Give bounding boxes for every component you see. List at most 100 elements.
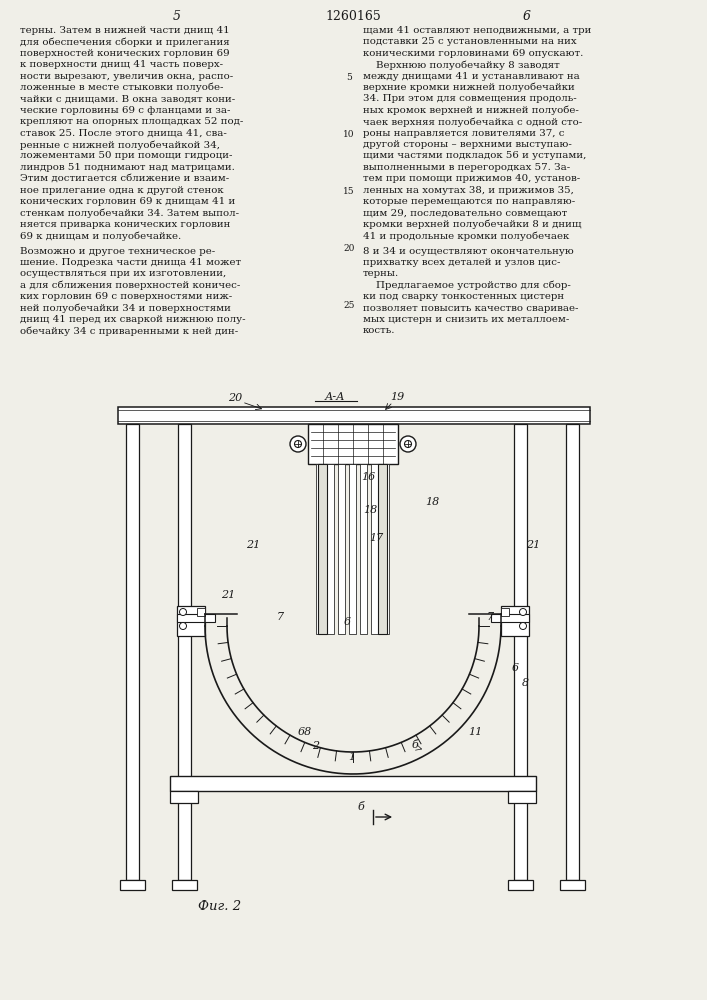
Text: ленных на хомутах 38, и прижимов 35,: ленных на хомутах 38, и прижимов 35, — [363, 186, 574, 195]
Text: 6: 6 — [344, 617, 351, 627]
Text: позволяет повысить качество сваривае-: позволяет повысить качество сваривае- — [363, 304, 578, 313]
Text: 8 и 34 и осуществляют окончательную: 8 и 34 и осуществляют окончательную — [363, 247, 574, 256]
Bar — [378, 464, 387, 634]
Bar — [361, 464, 368, 634]
Text: 17: 17 — [369, 533, 383, 543]
Text: Фиг. 2: Фиг. 2 — [199, 900, 242, 913]
Text: роны направляется ловителями 37, с: роны направляется ловителями 37, с — [363, 129, 564, 138]
Text: А-А: А-А — [325, 392, 345, 402]
Text: 69 к днищам и полуобечайке.: 69 к днищам и полуобечайке. — [20, 231, 181, 241]
Text: 18: 18 — [425, 497, 439, 507]
Bar — [371, 464, 378, 634]
Text: 20: 20 — [344, 244, 355, 253]
Text: ки под сварку тонкостенных цистерн: ки под сварку тонкостенных цистерн — [363, 292, 564, 301]
Text: 5: 5 — [173, 10, 181, 23]
Circle shape — [295, 440, 301, 448]
Circle shape — [180, 622, 187, 630]
Text: чайки с днищами. В окна заводят кони-: чайки с днищами. В окна заводят кони- — [20, 94, 235, 103]
Text: 34. При этом для совмещения продоль-: 34. При этом для совмещения продоль- — [363, 94, 577, 103]
Text: которые перемещаются по направляю-: которые перемещаются по направляю- — [363, 197, 575, 206]
Text: 8: 8 — [522, 678, 529, 688]
Circle shape — [290, 436, 306, 452]
Text: терны.: терны. — [363, 269, 399, 278]
Text: шение. Подрезка части днища 41 может: шение. Подрезка части днища 41 может — [20, 258, 241, 267]
Text: ческие горловины 69 с фланцами и за-: ческие горловины 69 с фланцами и за- — [20, 106, 230, 115]
Text: Предлагаемое устройство для сбор-: Предлагаемое устройство для сбор- — [363, 281, 571, 290]
Text: крепляют на опорных площадках 52 под-: крепляют на опорных площадках 52 под- — [20, 117, 243, 126]
Text: 21: 21 — [221, 590, 235, 600]
Text: 1: 1 — [349, 752, 356, 762]
Circle shape — [400, 436, 416, 452]
Text: щами 41 оставляют неподвижными, а три: щами 41 оставляют неподвижными, а три — [363, 26, 591, 35]
Bar — [177, 614, 215, 622]
Text: 41 и продольные кромки полуобечаек: 41 и продольные кромки полуобечаек — [363, 231, 569, 241]
Text: днищ 41 перед их сваркой нижнюю полу-: днищ 41 перед их сваркой нижнюю полу- — [20, 315, 245, 324]
Bar — [118, 407, 590, 424]
Text: 20: 20 — [228, 393, 242, 403]
Text: 7: 7 — [276, 612, 284, 622]
Bar — [561, 880, 585, 890]
Text: щим 29, последовательно совмещают: щим 29, последовательно совмещают — [363, 208, 567, 217]
Text: между днищами 41 и устанавливают на: между днищами 41 и устанавливают на — [363, 72, 580, 81]
Text: кромки верхней полуобечайки 8 и днищ: кромки верхней полуобечайки 8 и днищ — [363, 220, 581, 229]
Bar — [382, 464, 390, 634]
Text: 16: 16 — [361, 472, 375, 482]
Text: 25: 25 — [344, 301, 355, 310]
Text: ложементами 50 при помощи гидроци-: ложементами 50 при помощи гидроци- — [20, 151, 233, 160]
Text: ложенные в месте стыковки полуобе-: ложенные в месте стыковки полуобе- — [20, 83, 223, 93]
Text: 5: 5 — [346, 73, 352, 82]
Bar — [197, 608, 205, 616]
Text: стенкам полуобечайки 34. Затем выпол-: стенкам полуобечайки 34. Затем выпол- — [20, 208, 239, 218]
Text: обечайку 34 с приваренными к ней дин-: обечайку 34 с приваренными к ней дин- — [20, 326, 238, 336]
Bar — [177, 606, 205, 636]
Text: 21: 21 — [526, 540, 540, 550]
Circle shape — [520, 608, 527, 615]
Text: тем при помощи прижимов 40, установ-: тем при помощи прижимов 40, установ- — [363, 174, 580, 183]
Bar — [318, 464, 327, 634]
Text: конических горловин 69 к днищам 41 и: конических горловин 69 к днищам 41 и — [20, 197, 235, 206]
Text: линдров 51 поднимают над матрицами.: линдров 51 поднимают над матрицами. — [20, 163, 235, 172]
Text: к поверхности днищ 41 часть поверх-: к поверхности днищ 41 часть поверх- — [20, 60, 223, 69]
Text: ное прилегание одна к другой стенок: ное прилегание одна к другой стенок — [20, 186, 223, 195]
Bar — [508, 880, 534, 890]
Text: терны. Затем в нижней части днищ 41: терны. Затем в нижней части днищ 41 — [20, 26, 230, 35]
Text: а для сближения поверхностей коничес-: а для сближения поверхностей коничес- — [20, 281, 240, 290]
Bar — [120, 880, 146, 890]
Text: выполненными в перегородках 57. За-: выполненными в перегородках 57. За- — [363, 163, 571, 172]
Text: Верхнюю полуобечайку 8 заводят: Верхнюю полуобечайку 8 заводят — [363, 60, 560, 70]
Bar — [566, 424, 580, 880]
Text: чаек верхняя полуобечайка с одной сто-: чаек верхняя полуобечайка с одной сто- — [363, 117, 583, 127]
Circle shape — [520, 622, 527, 630]
Text: подставки 25 с установленными на них: подставки 25 с установленными на них — [363, 37, 577, 46]
Text: мых цистерн и снизить их металлоем-: мых цистерн и снизить их металлоем- — [363, 315, 569, 324]
Bar — [127, 424, 139, 880]
Text: коническими горловинами 69 опускают.: коническими горловинами 69 опускают. — [363, 49, 583, 58]
Text: б: б — [358, 802, 364, 812]
Text: ренные с нижней полуобечайкой 34,: ренные с нижней полуобечайкой 34, — [20, 140, 220, 149]
Text: Возможно и другое техническое ре-: Возможно и другое техническое ре- — [20, 247, 215, 256]
Bar — [178, 424, 192, 880]
Bar — [327, 464, 334, 634]
Text: для обеспечения сборки и прилегания: для обеспечения сборки и прилегания — [20, 37, 230, 47]
Circle shape — [180, 608, 187, 615]
Text: верхние кромки нижней полуобечайки: верхние кромки нижней полуобечайки — [363, 83, 575, 93]
Text: 10: 10 — [344, 130, 355, 139]
Text: поверхностей конических горловин 69: поверхностей конических горловин 69 — [20, 49, 230, 58]
Bar — [308, 424, 398, 464]
Text: 2: 2 — [312, 741, 320, 751]
Bar — [349, 464, 356, 634]
Text: другой стороны – верхними выступаю-: другой стороны – верхними выступаю- — [363, 140, 572, 149]
Text: 21: 21 — [246, 540, 260, 550]
Text: 1260165: 1260165 — [325, 10, 381, 23]
Bar — [317, 464, 324, 634]
Text: б: б — [411, 740, 419, 750]
Text: прихватку всех деталей и узлов цис-: прихватку всех деталей и узлов цис- — [363, 258, 561, 267]
Text: 11: 11 — [468, 727, 482, 737]
Text: ких горловин 69 с поверхностями ниж-: ких горловин 69 с поверхностями ниж- — [20, 292, 233, 301]
Circle shape — [404, 440, 411, 448]
Text: 18: 18 — [363, 505, 377, 515]
Text: 19: 19 — [390, 392, 404, 402]
Bar — [170, 776, 536, 791]
Text: ставок 25. После этого днища 41, сва-: ставок 25. После этого днища 41, сва- — [20, 129, 227, 138]
Text: ней полуобечайки 34 и поверхностями: ней полуобечайки 34 и поверхностями — [20, 304, 231, 313]
